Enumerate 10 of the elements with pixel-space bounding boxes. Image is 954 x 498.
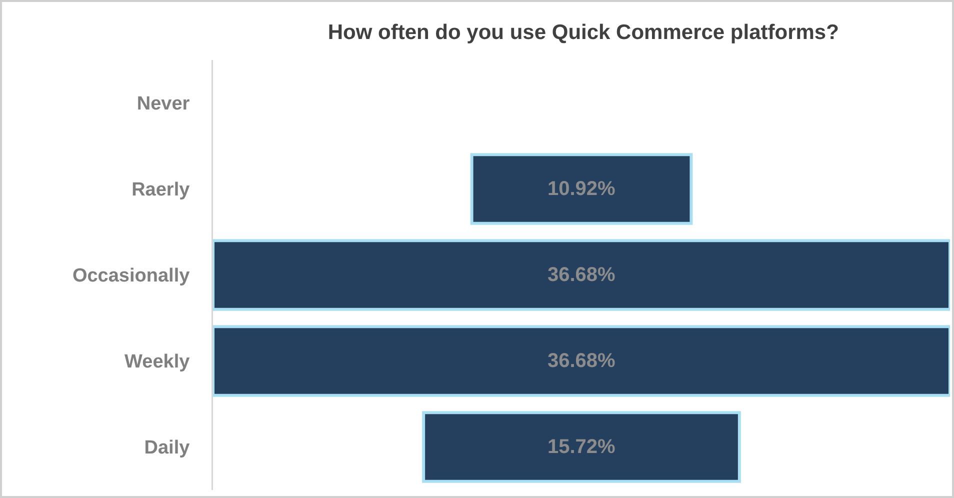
category-label: Weekly bbox=[124, 352, 190, 373]
data-label: 36.68% bbox=[547, 350, 616, 372]
data-label: 15.72% bbox=[547, 436, 616, 458]
text: How often do you use Quick Commerce platforms? bbox=[328, 20, 839, 44]
category-label: Daily bbox=[144, 438, 190, 459]
data-label: 36.68% bbox=[547, 264, 616, 286]
category-label: Raerly bbox=[132, 180, 190, 201]
category-label: Occasionally bbox=[72, 266, 190, 287]
category-label: Never bbox=[136, 94, 190, 115]
data-label: 10.92% bbox=[547, 178, 616, 200]
